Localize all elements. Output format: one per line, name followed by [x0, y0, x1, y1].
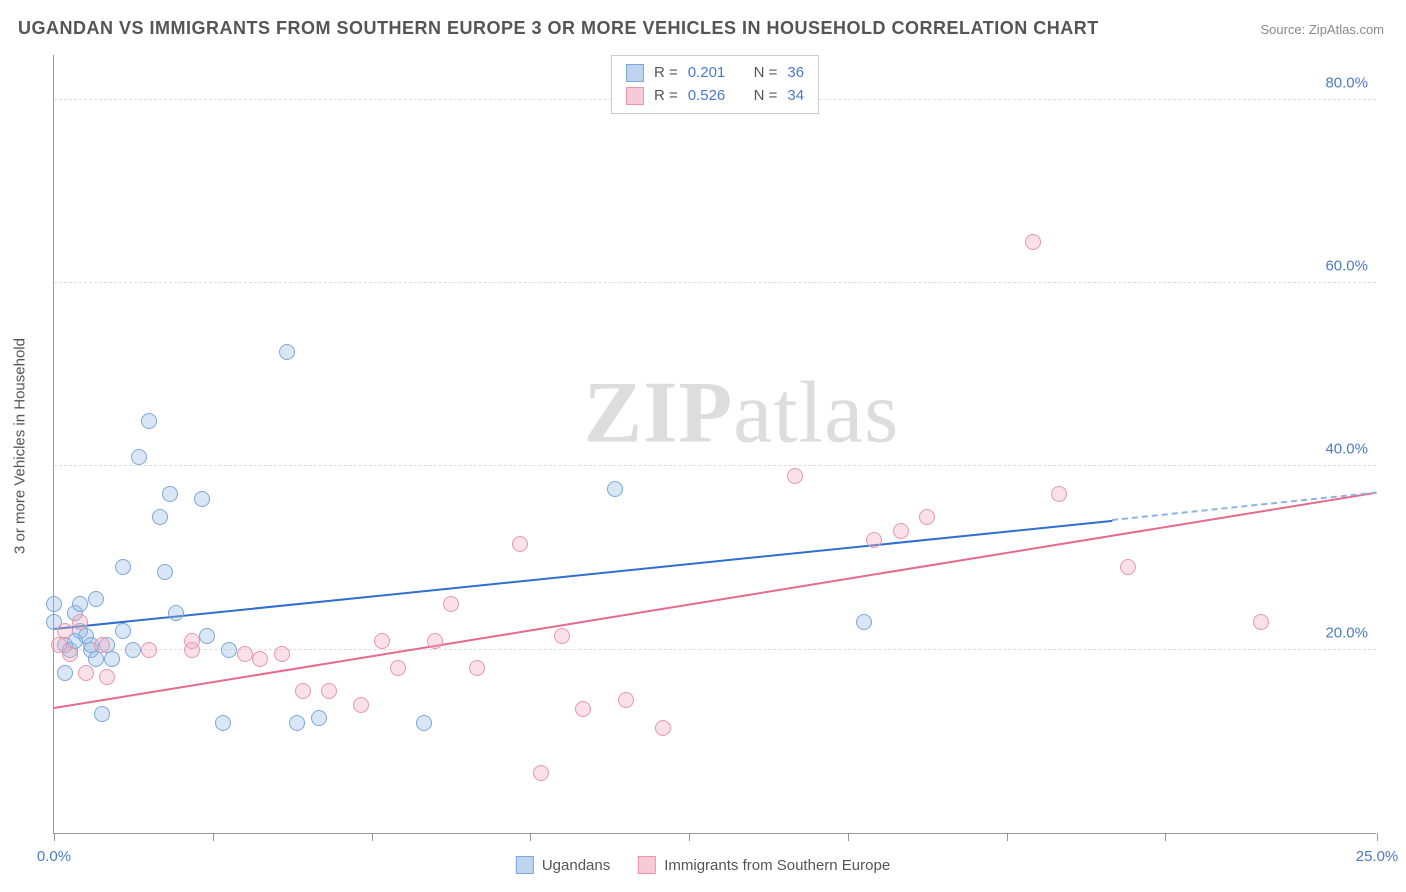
data-point-ugandans	[416, 715, 432, 731]
data-point-ugandans	[94, 706, 110, 722]
data-point-immigrants_se	[390, 660, 406, 676]
trendline-ugandans	[54, 519, 1113, 629]
swatch-ugandans	[626, 64, 644, 82]
data-point-immigrants_se	[512, 536, 528, 552]
swatch-immigrants-icon	[638, 856, 656, 874]
correlation-chart: UGANDAN VS IMMIGRANTS FROM SOUTHERN EURO…	[0, 0, 1406, 892]
y-tick-label: 80.0%	[1325, 74, 1368, 91]
watermark: ZIPatlas	[583, 362, 899, 463]
x-tick-label: 25.0%	[1356, 848, 1399, 865]
x-tick	[530, 833, 531, 841]
data-point-ugandans	[141, 413, 157, 429]
data-point-immigrants_se	[184, 642, 200, 658]
data-point-ugandans	[152, 509, 168, 525]
legend-bottom: Ugandans Immigrants from Southern Europe	[516, 856, 890, 874]
data-point-immigrants_se	[655, 720, 671, 736]
data-point-immigrants_se	[94, 637, 110, 653]
data-point-ugandans	[88, 651, 104, 667]
data-point-ugandans	[115, 623, 131, 639]
data-point-immigrants_se	[321, 683, 337, 699]
data-point-ugandans	[279, 344, 295, 360]
data-point-ugandans	[104, 651, 120, 667]
data-point-ugandans	[131, 449, 147, 465]
data-point-immigrants_se	[554, 628, 570, 644]
data-point-immigrants_se	[295, 683, 311, 699]
data-point-ugandans	[115, 559, 131, 575]
plot-area: ZIPatlas R = 0.201 N = 36 R = 0.526 N = …	[53, 55, 1376, 834]
gridline	[54, 649, 1376, 650]
gridline	[54, 282, 1376, 283]
data-point-ugandans	[72, 596, 88, 612]
x-tick	[689, 833, 690, 841]
data-point-immigrants_se	[78, 665, 94, 681]
legend-stats: R = 0.201 N = 36 R = 0.526 N = 34	[611, 55, 819, 114]
data-point-immigrants_se	[62, 646, 78, 662]
data-point-ugandans	[46, 596, 62, 612]
data-point-immigrants_se	[1253, 614, 1269, 630]
trendline-immigrants	[54, 492, 1377, 709]
data-point-immigrants_se	[787, 468, 803, 484]
data-point-ugandans	[125, 642, 141, 658]
data-point-immigrants_se	[99, 669, 115, 685]
legend-item-immigrants: Immigrants from Southern Europe	[638, 856, 890, 874]
data-point-immigrants_se	[443, 596, 459, 612]
data-point-immigrants_se	[237, 646, 253, 662]
data-point-immigrants_se	[866, 532, 882, 548]
data-point-immigrants_se	[427, 633, 443, 649]
data-point-immigrants_se	[1120, 559, 1136, 575]
x-tick	[54, 833, 55, 841]
y-axis-label: 3 or more Vehicles in Household	[12, 338, 29, 554]
data-point-ugandans	[194, 491, 210, 507]
data-point-immigrants_se	[374, 633, 390, 649]
data-point-immigrants_se	[919, 509, 935, 525]
data-point-ugandans	[607, 481, 623, 497]
trendline-ugandans-extrapolated	[1112, 492, 1377, 521]
swatch-immigrants	[626, 87, 644, 105]
x-tick	[1377, 833, 1378, 841]
x-tick-label: 0.0%	[37, 848, 71, 865]
data-point-immigrants_se	[1025, 234, 1041, 250]
data-point-immigrants_se	[252, 651, 268, 667]
gridline	[54, 465, 1376, 466]
legend-stats-row-a: R = 0.201 N = 36	[626, 62, 804, 85]
data-point-ugandans	[157, 564, 173, 580]
data-point-immigrants_se	[575, 701, 591, 717]
data-point-immigrants_se	[141, 642, 157, 658]
data-point-ugandans	[856, 614, 872, 630]
data-point-immigrants_se	[469, 660, 485, 676]
source-label: Source: ZipAtlas.com	[1260, 22, 1384, 37]
data-point-ugandans	[215, 715, 231, 731]
x-tick	[213, 833, 214, 841]
data-point-ugandans	[168, 605, 184, 621]
y-tick-label: 60.0%	[1325, 258, 1368, 275]
data-point-ugandans	[289, 715, 305, 731]
x-tick	[372, 833, 373, 841]
x-tick	[1165, 833, 1166, 841]
legend-stats-row-b: R = 0.526 N = 34	[626, 85, 804, 108]
chart-title: UGANDAN VS IMMIGRANTS FROM SOUTHERN EURO…	[18, 18, 1099, 39]
data-point-immigrants_se	[533, 765, 549, 781]
y-tick-label: 20.0%	[1325, 624, 1368, 641]
legend-item-ugandans: Ugandans	[516, 856, 610, 874]
data-point-ugandans	[88, 591, 104, 607]
y-tick-label: 40.0%	[1325, 441, 1368, 458]
swatch-ugandans-icon	[516, 856, 534, 874]
x-tick	[848, 833, 849, 841]
data-point-ugandans	[199, 628, 215, 644]
data-point-ugandans	[162, 486, 178, 502]
x-tick	[1007, 833, 1008, 841]
data-point-ugandans	[221, 642, 237, 658]
data-point-ugandans	[57, 665, 73, 681]
data-point-ugandans	[311, 710, 327, 726]
data-point-immigrants_se	[274, 646, 290, 662]
data-point-immigrants_se	[353, 697, 369, 713]
data-point-immigrants_se	[57, 623, 73, 639]
data-point-immigrants_se	[893, 523, 909, 539]
data-point-immigrants_se	[72, 614, 88, 630]
data-point-immigrants_se	[618, 692, 634, 708]
data-point-immigrants_se	[1051, 486, 1067, 502]
